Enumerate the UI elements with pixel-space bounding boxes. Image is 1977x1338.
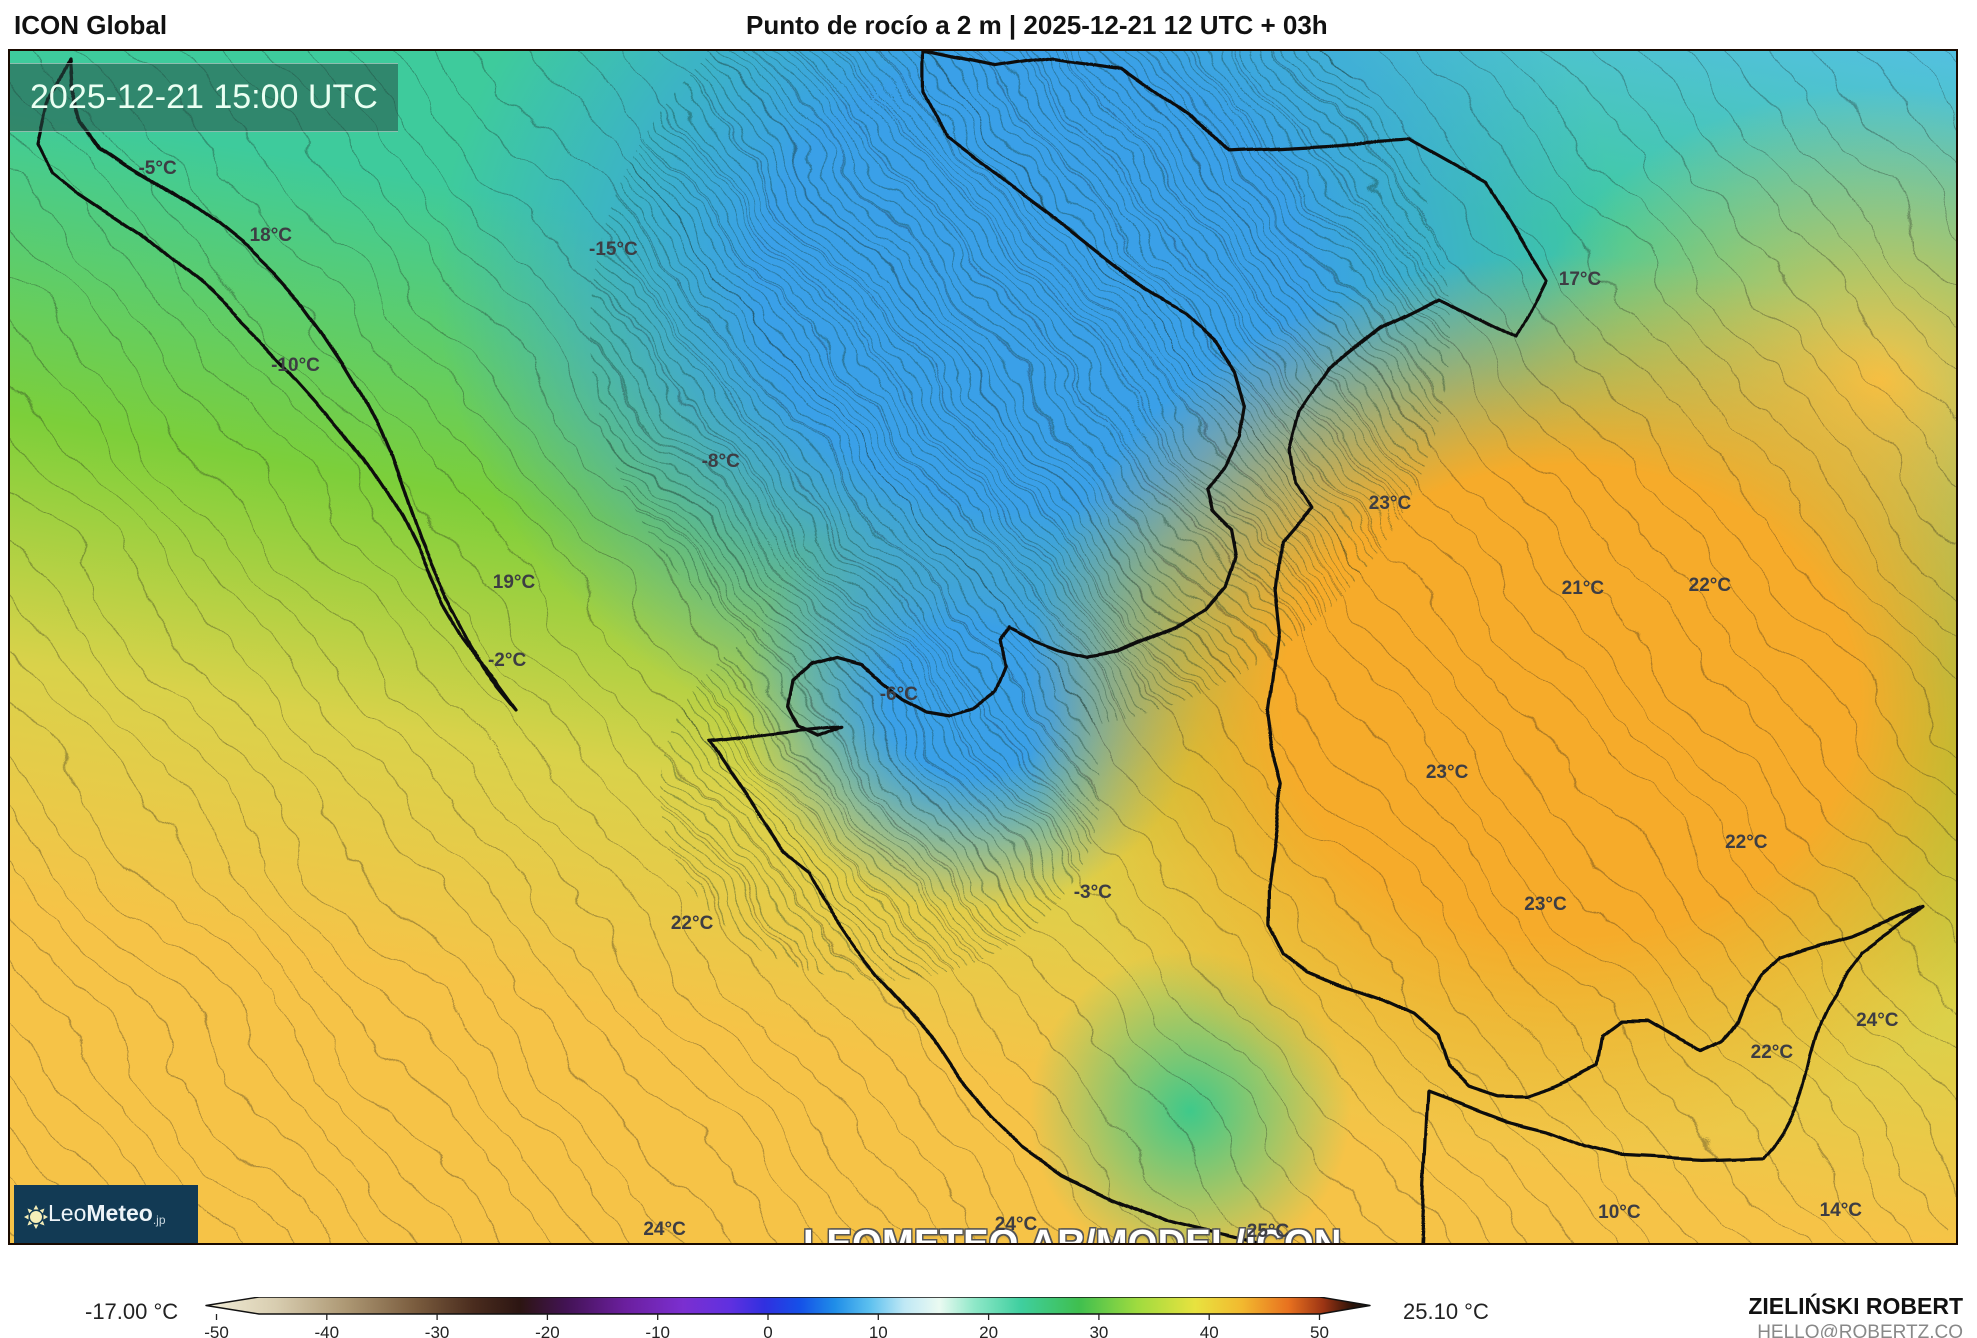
svg-text:-10: -10 bbox=[645, 1323, 670, 1338]
svg-text:20: 20 bbox=[979, 1323, 998, 1338]
svg-text:-20: -20 bbox=[535, 1323, 560, 1338]
svg-text:10: 10 bbox=[869, 1323, 888, 1338]
svg-text:40: 40 bbox=[1200, 1323, 1219, 1338]
svg-text:-30: -30 bbox=[425, 1323, 450, 1338]
svg-text:0: 0 bbox=[763, 1323, 772, 1338]
svg-text:30: 30 bbox=[1089, 1323, 1108, 1338]
svg-text:-50: -50 bbox=[204, 1323, 229, 1338]
svg-text:50: 50 bbox=[1310, 1323, 1329, 1338]
svg-text:-40: -40 bbox=[315, 1323, 340, 1338]
